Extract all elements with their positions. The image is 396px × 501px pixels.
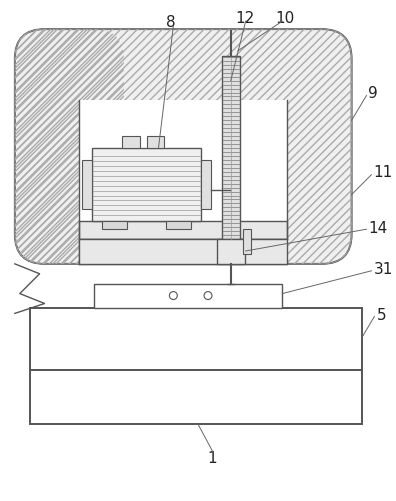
Bar	[122, 137, 140, 149]
Bar	[222, 57, 240, 239]
Text: 11: 11	[373, 165, 393, 180]
Bar	[217, 239, 245, 265]
Text: 10: 10	[276, 11, 295, 26]
Text: 1: 1	[207, 449, 217, 464]
Text: 31: 31	[373, 262, 393, 277]
FancyBboxPatch shape	[15, 30, 352, 265]
Circle shape	[169, 292, 177, 300]
Bar	[79, 101, 287, 265]
Bar	[102, 222, 127, 230]
Bar	[166, 222, 191, 230]
Bar	[243, 230, 251, 255]
Bar	[82, 160, 92, 210]
Bar	[201, 160, 211, 210]
Bar	[30, 370, 362, 424]
Bar	[30, 309, 362, 370]
Bar	[147, 137, 164, 149]
Bar	[79, 239, 287, 265]
Text: 5: 5	[376, 307, 386, 322]
Bar	[94, 284, 282, 309]
Text: 9: 9	[368, 86, 378, 101]
Bar	[92, 149, 201, 222]
Text: 14: 14	[368, 220, 388, 235]
Bar	[79, 222, 287, 239]
Text: 12: 12	[235, 11, 254, 26]
Circle shape	[204, 292, 212, 300]
Text: 8: 8	[166, 15, 175, 30]
